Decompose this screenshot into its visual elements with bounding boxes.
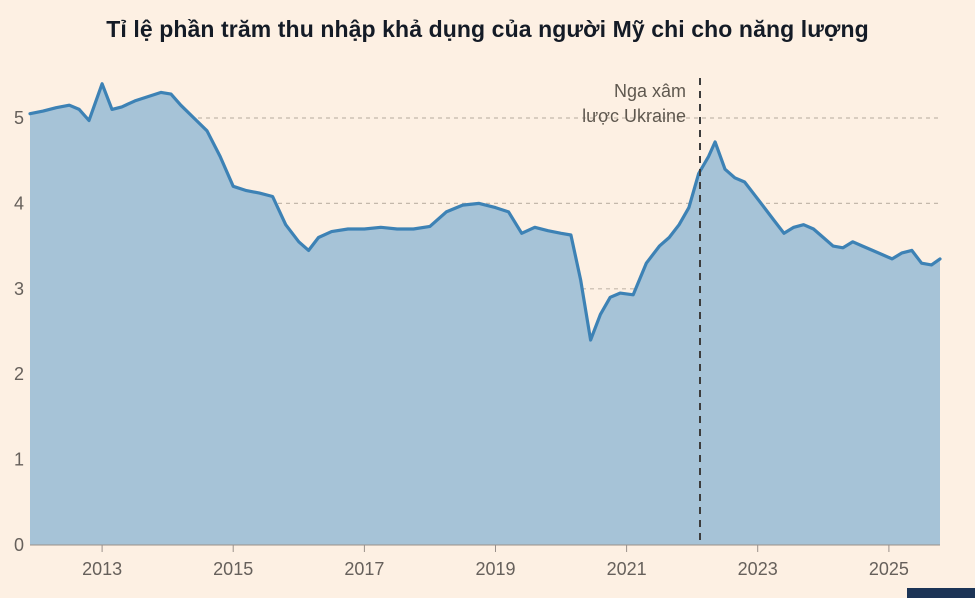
y-axis-label-4: 4 <box>14 193 24 213</box>
y-axis-label-2: 2 <box>14 364 24 384</box>
y-axis-label-0: 0 <box>14 535 24 555</box>
x-tick-label-2015: 2015 <box>213 559 253 579</box>
trend-line <box>28 82 942 342</box>
x-tick-label-2021: 2021 <box>607 559 647 579</box>
chart-title: Tỉ lệ phần trăm thu nhập khả dụng của ng… <box>106 16 869 42</box>
y-axis-label-3: 3 <box>14 279 24 299</box>
x-tick-label-2013: 2013 <box>82 559 122 579</box>
logo-bar <box>907 588 975 598</box>
x-tick-label-2025: 2025 <box>869 559 909 579</box>
annotation-line-2: lược Ukraine <box>582 106 686 126</box>
x-tick-label-2019: 2019 <box>475 559 515 579</box>
x-tick-label-2017: 2017 <box>344 559 384 579</box>
annotation-line-1: Nga xâm <box>614 81 686 101</box>
y-axis-label-1: 1 <box>14 450 24 470</box>
y-axis-label-5: 5 <box>14 108 24 128</box>
area-fill <box>30 83 940 546</box>
x-tick-label-2023: 2023 <box>738 559 778 579</box>
